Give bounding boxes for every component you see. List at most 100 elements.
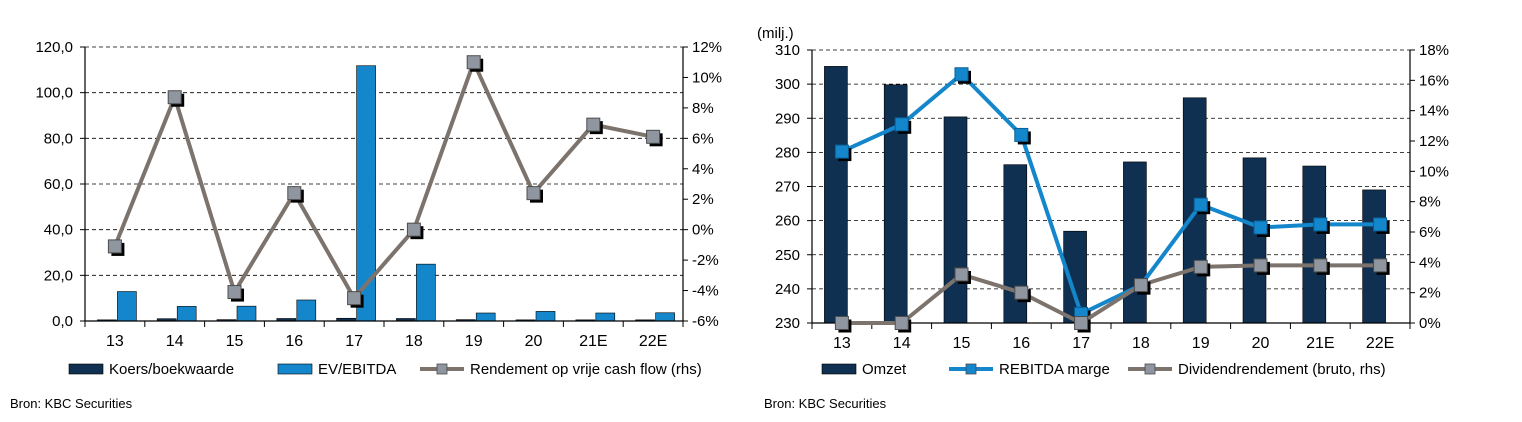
- left-legend-swatch: [277, 363, 313, 375]
- left-bar-2: [416, 263, 436, 322]
- right-right-tick-label: 12%: [1419, 133, 1449, 150]
- left-x-tick-label: 15: [226, 333, 244, 350]
- left-legend-marker: [436, 363, 448, 375]
- right-left-tick-label: 280: [775, 144, 800, 161]
- right-marker: [834, 144, 849, 159]
- right-x-tick-label: 17: [1072, 335, 1090, 352]
- right-x-tick-label: 20: [1252, 335, 1270, 352]
- right-marker: [954, 67, 969, 82]
- right-left-tick-label: 300: [775, 76, 800, 93]
- right-marker: [1193, 259, 1208, 274]
- right-legend-label: Dividendrendement (bruto, rhs): [1178, 361, 1386, 378]
- right-right-tick-label: 8%: [1419, 194, 1441, 211]
- left-x-tick-label: 13: [106, 333, 124, 350]
- left-left-tick-label: 80,0: [44, 130, 73, 147]
- right-bar-1: [824, 66, 848, 324]
- right-right-tick-label: 16%: [1419, 72, 1449, 89]
- right-marker: [834, 316, 849, 330]
- left-legend-swatch: [68, 363, 104, 375]
- source-note-right: Bron: KBC Securities: [764, 396, 887, 411]
- right-x-tick-label: 22E: [1366, 335, 1394, 352]
- left-x-tick-label: 22E: [639, 333, 667, 350]
- source-note-left: Bron: KBC Securities: [10, 396, 133, 411]
- right-legend-swatch: [821, 363, 857, 375]
- right-line-2: [841, 263, 1381, 325]
- right-x-tick-label: 15: [953, 335, 971, 352]
- right-marker: [1373, 217, 1388, 232]
- right-x-tick-label: 14: [893, 335, 911, 352]
- left-left-tick-label: 40,0: [44, 222, 73, 239]
- left-x-tick-label: 16: [285, 333, 303, 350]
- left-bar-2: [535, 311, 556, 322]
- left-marker: [406, 222, 421, 237]
- left-bar-2: [176, 306, 197, 322]
- right-marker: [894, 316, 909, 330]
- right-left-tick-label: 230: [775, 315, 800, 332]
- right-marker: [1373, 258, 1388, 273]
- left-x-tick-label: 21E: [579, 333, 607, 350]
- left-x-tick-label: 19: [465, 333, 483, 350]
- left-line-1: [113, 60, 654, 301]
- right-marker: [894, 117, 909, 132]
- left-bar-2: [236, 305, 257, 322]
- right-left-tick-label: 290: [775, 110, 800, 127]
- right-unit-label: (milj.): [757, 25, 794, 42]
- left-legend-label: EV/EBITDA: [318, 361, 396, 378]
- left-left-tick-label: 120,0: [35, 39, 73, 56]
- right-legend-item: Omzet: [821, 361, 907, 378]
- left-right-tick-label: 12%: [692, 39, 722, 56]
- left-legend-label: Koers/boekwaarde: [109, 361, 234, 378]
- right-left-tick-label: 310: [775, 42, 800, 59]
- right-x-tick-label: 21E: [1306, 335, 1334, 352]
- right-x-tick-label: 13: [833, 335, 851, 352]
- right-bar-1: [943, 116, 968, 324]
- left-bar-2: [595, 312, 616, 322]
- right-legend-marker: [965, 363, 977, 375]
- right-left-tick-label: 250: [775, 247, 800, 264]
- left-left-tick-label: 60,0: [44, 176, 73, 193]
- right-x-tick-label: 18: [1132, 335, 1150, 352]
- right-marker: [1253, 220, 1268, 235]
- left-right-tick-label: 10%: [692, 69, 722, 86]
- right-x-tick-label: 19: [1192, 335, 1210, 352]
- left-marker: [287, 186, 302, 201]
- left-legend-item: Rendement op vrije cash flow (rhs): [420, 361, 702, 378]
- right-right-tick-label: 2%: [1419, 285, 1441, 302]
- left-marker: [586, 117, 601, 132]
- right-line-1: [841, 72, 1381, 316]
- left-bar-2: [655, 312, 675, 322]
- right-marker: [1074, 316, 1089, 330]
- right-legend-label: REBITDA marge: [999, 361, 1110, 378]
- left-legend-item: EV/EBITDA: [277, 361, 396, 378]
- left-legend-label: Rendement op vrije cash flow (rhs): [470, 361, 702, 378]
- right-marker: [1313, 258, 1328, 273]
- left-right-tick-label: 6%: [692, 130, 714, 147]
- left-x-tick-label: 17: [345, 333, 363, 350]
- right-right-tick-label: 18%: [1419, 42, 1449, 59]
- left-left-tick-label: 0,0: [52, 313, 73, 330]
- left-right-tick-label: -6%: [692, 313, 719, 330]
- chart-revenue-margins: 230 240 250 260 270 280 290 300 310 0% 2% 4% 6% 8% 10%…: [757, 25, 1449, 378]
- left-x-tick-label: 14: [166, 333, 184, 350]
- right-bar-1: [1362, 189, 1386, 324]
- right-x-tick-label: 16: [1012, 335, 1030, 352]
- right-bar-1: [1242, 157, 1267, 324]
- left-marker: [347, 291, 362, 306]
- left-bar-2: [296, 299, 317, 322]
- left-marker: [646, 129, 661, 144]
- right-right-tick-label: 6%: [1419, 224, 1441, 241]
- right-bar-1: [1123, 161, 1147, 324]
- left-marker: [107, 239, 122, 254]
- left-left-tick-label: 20,0: [44, 267, 73, 284]
- left-legend-item: Koers/boekwaarde: [68, 361, 234, 378]
- left-bar-2: [117, 291, 137, 322]
- right-bar-1: [1302, 165, 1327, 324]
- left-marker: [526, 186, 541, 201]
- right-left-tick-label: 240: [775, 281, 800, 298]
- right-left-tick-label: 260: [775, 213, 800, 230]
- right-right-tick-label: 10%: [1419, 163, 1449, 180]
- right-legend-label: Omzet: [862, 361, 907, 378]
- left-marker: [227, 285, 242, 300]
- right-marker: [1313, 217, 1328, 232]
- right-marker: [1133, 278, 1148, 293]
